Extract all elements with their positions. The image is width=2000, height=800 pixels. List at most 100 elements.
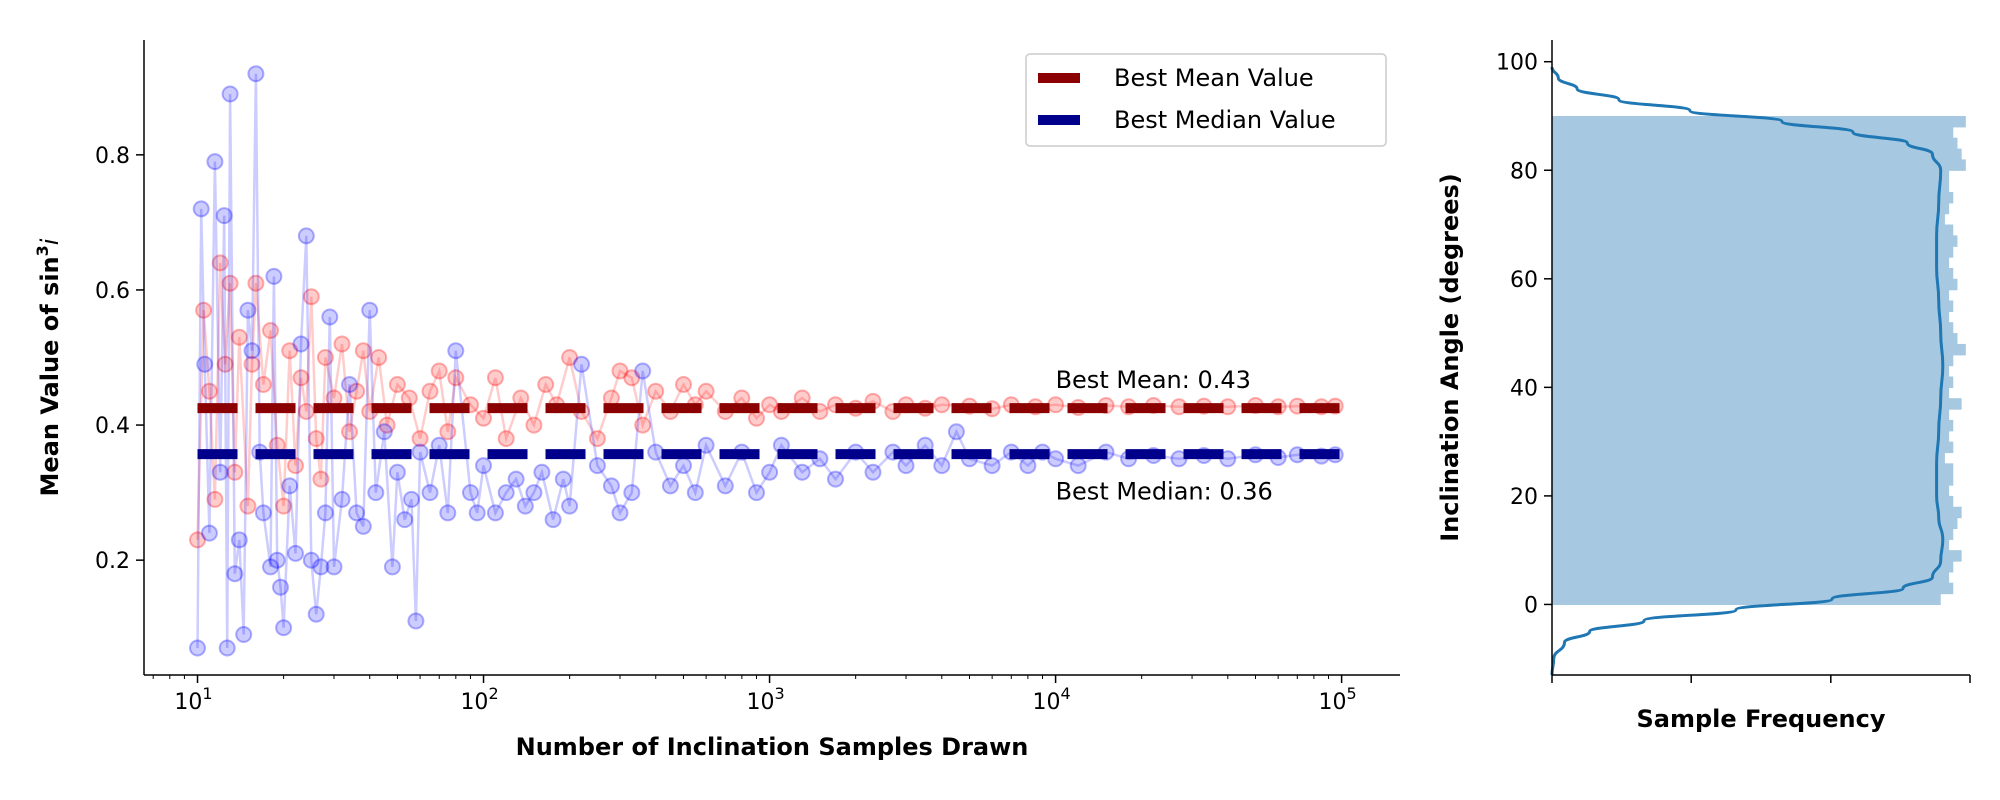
histogram-bar-3 xyxy=(1552,561,1954,573)
legend: Best Mean Value Best Median Value xyxy=(1025,53,1387,147)
point-mean-49 xyxy=(588,430,606,448)
histogram-bar-24 xyxy=(1552,333,1958,345)
y-tick-label: 0.2 xyxy=(95,549,130,574)
point-median-43 xyxy=(407,612,425,630)
point-median-5 xyxy=(211,463,229,481)
histogram-bar-9 xyxy=(1552,495,1954,508)
point-mean-40 xyxy=(475,409,492,427)
annotations: Best Mean: 0.43 Best Median: 0.36 xyxy=(1056,366,1273,505)
point-median-20 xyxy=(272,578,289,596)
point-median-53 xyxy=(497,484,515,502)
point-mean-11 xyxy=(247,274,265,292)
point-mean-77 xyxy=(1047,396,1065,414)
right-y-tick-label: 100 xyxy=(1496,51,1538,76)
point-median-23 xyxy=(287,544,304,562)
x-tick-exponent: 1 xyxy=(202,684,212,703)
right-y-tick-label: 0 xyxy=(1524,593,1538,618)
y-tick-label: 0.6 xyxy=(95,279,130,304)
point-median-35 xyxy=(354,517,372,535)
histogram-bar-16 xyxy=(1552,419,1954,432)
x-tick-base: 10 xyxy=(746,690,774,715)
point-median-42 xyxy=(403,490,420,508)
point-median-28 xyxy=(312,558,330,576)
histogram-bar-31 xyxy=(1552,257,1950,269)
point-mean-62 xyxy=(761,396,779,414)
histogram-bar-32 xyxy=(1552,246,1954,258)
point-mean-27 xyxy=(348,382,366,400)
point-median-49 xyxy=(462,484,479,502)
point-median-88 xyxy=(983,457,1001,475)
histogram-bar-10 xyxy=(1552,485,1950,497)
histogram-bar-44 xyxy=(1552,115,1966,128)
point-mean-21 xyxy=(307,430,325,448)
point-median-48 xyxy=(447,342,465,360)
point-mean-26 xyxy=(341,423,358,441)
histogram-bar-33 xyxy=(1552,235,1958,247)
point-mean-6 xyxy=(221,274,239,292)
x-tick-exponent: 5 xyxy=(1347,684,1357,703)
point-median-71 xyxy=(697,436,715,454)
histogram-bar-17 xyxy=(1552,409,1950,421)
point-mean-18 xyxy=(292,369,310,387)
point-mean-20 xyxy=(302,288,320,306)
point-median-33 xyxy=(341,376,358,393)
point-mean-72 xyxy=(933,396,951,414)
histogram-bar-1 xyxy=(1552,582,1954,595)
right-y-ticks: 0 20 40 60 80 100 xyxy=(1496,51,1552,618)
point-median-61 xyxy=(573,355,590,373)
right-y-tick-label: 60 xyxy=(1510,268,1538,293)
point-median-25 xyxy=(297,227,315,245)
x-tick-exponent: 3 xyxy=(774,684,784,703)
histogram-bar-12 xyxy=(1552,463,1954,475)
point-median-9 xyxy=(226,565,244,583)
point-median-63 xyxy=(602,477,620,495)
point-median-44 xyxy=(411,443,429,461)
histogram-bar-21 xyxy=(1552,365,1950,378)
point-median-22 xyxy=(281,477,299,495)
point-median-14 xyxy=(247,65,265,83)
point-mean-34 xyxy=(411,430,429,448)
y-tick-label: 0.4 xyxy=(95,414,130,439)
point-median-3 xyxy=(200,524,218,542)
point-median-27 xyxy=(307,605,325,623)
point-median-57 xyxy=(533,463,551,481)
point-mean-3 xyxy=(206,490,224,508)
point-median-34 xyxy=(348,504,366,522)
point-median-8 xyxy=(221,85,239,103)
point-mean-1 xyxy=(195,301,213,319)
point-median-41 xyxy=(396,511,414,529)
point-mean-31 xyxy=(378,416,396,434)
point-mean-2 xyxy=(200,382,218,400)
right-y-tick-label: 20 xyxy=(1510,485,1538,510)
point-median-26 xyxy=(302,551,320,569)
left-y-axis-title-sup: 3 xyxy=(33,245,52,256)
point-median-7 xyxy=(218,639,236,657)
histogram-bar-43 xyxy=(1552,126,1954,139)
series-line-mean xyxy=(196,262,1336,540)
point-median-52 xyxy=(486,504,504,522)
point-mean-54 xyxy=(647,382,665,400)
point-mean-47 xyxy=(561,349,579,366)
point-mean-41 xyxy=(486,369,504,387)
point-mean-45 xyxy=(537,376,555,393)
point-median-60 xyxy=(561,497,579,515)
point-mean-37 xyxy=(439,423,457,441)
point-median-6 xyxy=(215,207,233,225)
point-median-56 xyxy=(525,484,543,502)
point-mean-36 xyxy=(430,362,448,380)
y-tick-label: 0.8 xyxy=(95,144,130,169)
legend-box xyxy=(1025,53,1387,147)
point-median-17 xyxy=(262,558,279,576)
point-mean-32 xyxy=(388,376,406,393)
point-median-4 xyxy=(206,153,224,171)
point-median-54 xyxy=(507,470,525,488)
kde-curve xyxy=(1550,66,1945,676)
point-mean-10 xyxy=(243,355,261,373)
x-tick-label: 101 xyxy=(174,684,212,715)
left-y-axis-title-prefix: Mean Value of sin xyxy=(36,256,64,496)
left-y-ticks: 0.2 0.4 0.6 0.8 xyxy=(95,144,144,574)
reference-lines-layer xyxy=(197,403,1342,460)
histogram-bar-11 xyxy=(1552,474,1954,486)
histogram-bar-20 xyxy=(1552,376,1954,388)
